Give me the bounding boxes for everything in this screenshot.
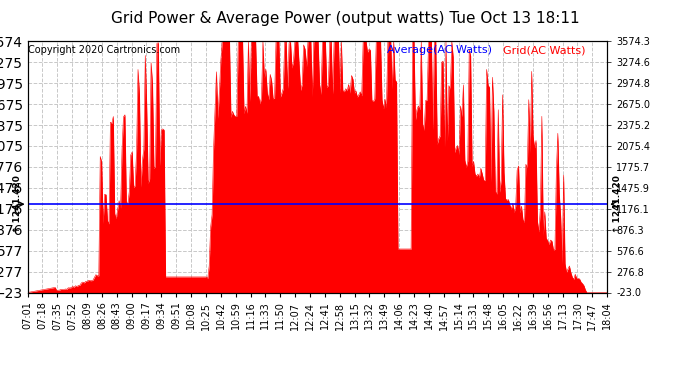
Text: ↑ 1241.420: ↑ 1241.420	[613, 175, 622, 233]
Text: Grid(AC Watts): Grid(AC Watts)	[503, 45, 585, 55]
Text: Grid Power & Average Power (output watts) Tue Oct 13 18:11: Grid Power & Average Power (output watts…	[110, 11, 580, 26]
Text: ↑ 1241.420: ↑ 1241.420	[13, 175, 22, 233]
Text: Average(AC Watts): Average(AC Watts)	[387, 45, 492, 55]
Text: Copyright 2020 Cartronics.com: Copyright 2020 Cartronics.com	[28, 45, 180, 55]
